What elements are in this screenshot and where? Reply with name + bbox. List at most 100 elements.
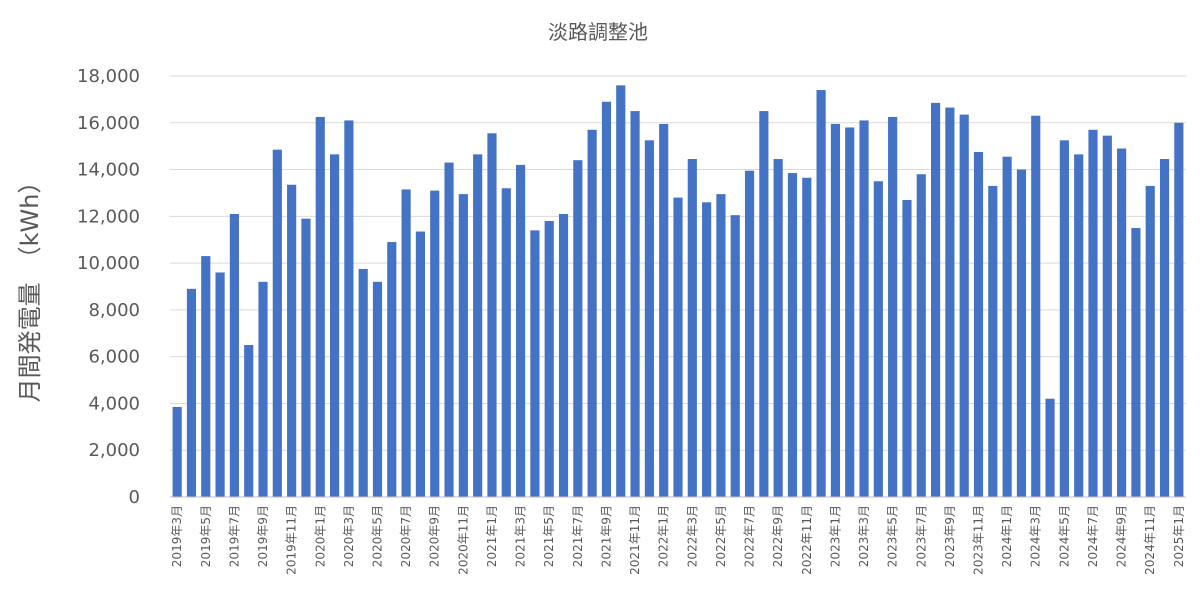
bars xyxy=(172,85,1184,498)
bar xyxy=(945,107,955,497)
bar xyxy=(172,406,182,497)
bar xyxy=(644,140,654,497)
bar xyxy=(1016,169,1027,498)
x-tick-label: 2023年7月 xyxy=(914,505,928,567)
y-tick-label: 4,000 xyxy=(88,393,140,414)
x-tick-label: 2021年1月 xyxy=(485,505,499,567)
bar xyxy=(444,162,454,498)
bar xyxy=(845,127,855,497)
x-tick-label: 2019年3月 xyxy=(170,505,184,567)
bar xyxy=(558,213,569,497)
y-tick-label: 8,000 xyxy=(88,300,140,321)
x-tick-label: 2023年11月 xyxy=(972,505,986,575)
bar xyxy=(773,159,783,497)
bar xyxy=(916,174,926,497)
bar xyxy=(573,160,583,497)
y-tick-label: 2,000 xyxy=(88,440,140,461)
bar xyxy=(716,194,726,497)
bar xyxy=(744,170,755,497)
x-tick-label: 2024年9月 xyxy=(1115,505,1129,567)
x-tick-label: 2024年5月 xyxy=(1057,505,1071,567)
bar xyxy=(487,133,497,497)
bar xyxy=(530,230,540,497)
bar xyxy=(258,281,268,497)
x-tick-label: 2023年3月 xyxy=(857,505,871,567)
chart-title: 淡路調整池 xyxy=(548,20,648,44)
bar xyxy=(229,213,239,497)
y-axis-ticks: 0 2,000 4,000 6,000 8,000 10,000 12,000 14,000 1… xyxy=(77,66,140,508)
bar xyxy=(186,288,197,497)
bar xyxy=(1145,185,1155,497)
x-tick-label: 2021年9月 xyxy=(599,505,613,567)
x-tick-label: 2023年9月 xyxy=(943,505,957,567)
bar xyxy=(272,149,282,498)
bar xyxy=(802,177,812,497)
bar xyxy=(1074,154,1084,497)
bar xyxy=(702,202,712,498)
bar xyxy=(544,221,554,497)
bar xyxy=(244,344,254,497)
bar xyxy=(759,111,769,497)
bar xyxy=(616,85,626,497)
bar xyxy=(329,154,340,497)
bar xyxy=(873,181,883,497)
bar xyxy=(301,218,311,497)
bar xyxy=(1059,140,1069,497)
bar xyxy=(730,215,740,498)
x-tick-label: 2021年3月 xyxy=(514,505,528,567)
x-tick-label: 2021年5月 xyxy=(542,505,556,567)
x-tick-label: 2023年1月 xyxy=(828,505,842,567)
bar xyxy=(201,256,211,497)
x-tick-label: 2020年7月 xyxy=(399,505,413,567)
bar xyxy=(1045,398,1055,497)
bar xyxy=(988,185,998,497)
bar xyxy=(601,101,612,497)
x-tick-label: 2020年3月 xyxy=(342,505,356,567)
x-tick-label: 2022年3月 xyxy=(685,505,699,567)
bar xyxy=(687,159,697,497)
bar xyxy=(344,120,354,497)
bar xyxy=(215,272,225,497)
bar xyxy=(1174,122,1184,498)
y-tick-label: 12,000 xyxy=(77,206,140,227)
bar xyxy=(930,102,941,498)
bar xyxy=(501,188,511,497)
y-tick-label: 18,000 xyxy=(77,66,140,87)
x-tick-label: 2019年9月 xyxy=(256,505,270,567)
x-tick-label: 2020年9月 xyxy=(428,505,442,567)
y-tick-label: 14,000 xyxy=(77,160,140,181)
bar xyxy=(787,173,798,497)
y-tick-label: 16,000 xyxy=(77,113,140,134)
y-tick-label: 6,000 xyxy=(88,347,140,368)
bar xyxy=(673,197,683,497)
bar xyxy=(630,111,640,497)
bar xyxy=(401,189,411,498)
bar xyxy=(959,114,969,497)
x-tick-label: 2022年11月 xyxy=(800,505,814,575)
x-tick-label: 2024年11月 xyxy=(1143,505,1157,575)
bar xyxy=(1088,129,1098,498)
bar xyxy=(1002,156,1012,498)
bar xyxy=(816,90,826,498)
bar xyxy=(287,184,297,497)
bar xyxy=(358,268,368,497)
bar xyxy=(473,154,483,497)
x-tick-label: 2024年1月 xyxy=(1000,505,1014,567)
bar xyxy=(387,242,397,497)
x-tick-label: 2019年5月 xyxy=(199,505,213,567)
bar xyxy=(859,120,869,497)
x-axis-ticks: 2019年3月 2019年5月 2019年7月 2019年9月 2019年11月 2020… xyxy=(170,505,1186,575)
x-tick-label: 2021年11月 xyxy=(628,505,642,575)
bar xyxy=(830,123,840,498)
x-tick-label: 2025年1月 xyxy=(1172,505,1186,567)
x-tick-label: 2022年1月 xyxy=(657,505,671,567)
x-tick-label: 2021年7月 xyxy=(571,505,585,567)
bar xyxy=(1031,115,1041,497)
bar xyxy=(1159,159,1170,497)
bar xyxy=(458,194,468,497)
bar xyxy=(516,164,526,497)
x-tick-label: 2019年7月 xyxy=(227,505,241,567)
x-tick-label: 2019年11月 xyxy=(285,505,299,575)
x-tick-label: 2023年5月 xyxy=(886,505,900,567)
y-tick-label: 0 xyxy=(129,487,140,508)
